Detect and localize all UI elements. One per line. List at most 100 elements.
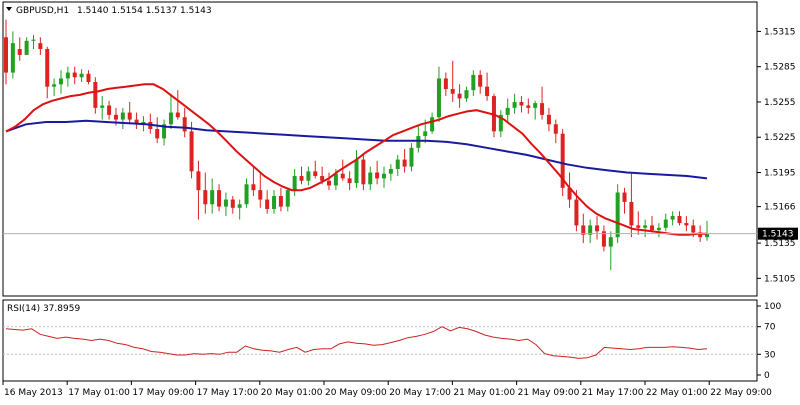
candle	[100, 96, 105, 120]
candle	[705, 220, 709, 241]
rsi-line-layer	[5, 326, 708, 359]
candle-body	[505, 107, 510, 115]
candle-body	[663, 219, 668, 228]
candle-body	[10, 43, 15, 73]
candle	[670, 211, 675, 226]
candle	[478, 70, 483, 94]
time-tick-label: 20 May 09:00	[325, 388, 387, 398]
candle	[155, 117, 160, 144]
candle-body	[677, 216, 682, 224]
candle	[601, 225, 606, 252]
candle-body	[4, 37, 8, 73]
candle-body	[258, 190, 263, 200]
price-y-axis: 1.5315 1.5285 1.5255 1.5225 1.5195 1.5166 1.51…	[757, 27, 796, 284]
candle-body	[155, 129, 160, 139]
candle-body	[189, 131, 194, 172]
candle-body	[567, 187, 572, 200]
candle-body	[210, 190, 215, 205]
candle	[588, 219, 593, 244]
candle	[10, 31, 15, 79]
candle-body	[285, 190, 290, 207]
candle-body	[72, 72, 77, 78]
candle	[416, 125, 421, 153]
candle-body	[519, 101, 524, 106]
price-tick-label: 1.5255	[764, 98, 796, 108]
candle-body	[120, 112, 125, 120]
candle	[251, 166, 256, 197]
candle-body	[237, 204, 242, 208]
price-tick-label: 1.5105	[764, 274, 796, 284]
candle-body	[278, 196, 283, 207]
candle-body	[601, 231, 606, 247]
candle-body	[430, 117, 435, 132]
time-x-axis: 16 May 2013 17 May 01:00 17 May 09:00 17 Ma…	[2, 381, 772, 398]
candle-body	[272, 196, 277, 209]
candle-body	[581, 225, 586, 235]
candle-body	[292, 176, 297, 191]
candle-body	[423, 131, 428, 137]
candle-body	[464, 90, 469, 99]
candle-body	[588, 225, 593, 235]
symbol-menu-icon[interactable]	[6, 7, 12, 11]
candle-body	[100, 105, 105, 108]
candle-body	[615, 192, 620, 238]
candle-body	[251, 184, 256, 191]
candle-body	[381, 173, 386, 179]
ma-slow-line	[5, 119, 708, 180]
candle-body	[347, 178, 352, 184]
candle-body	[265, 199, 270, 209]
candle-body	[79, 73, 84, 78]
candle	[278, 187, 283, 212]
candle	[175, 90, 180, 120]
candle	[354, 150, 359, 188]
candle	[663, 213, 668, 232]
candle	[299, 166, 304, 185]
candle	[196, 160, 201, 220]
candle-body	[223, 199, 228, 207]
candle-body	[375, 172, 380, 179]
price-tick-label: 1.5195	[764, 169, 796, 179]
rsi-tick-label: 100	[764, 302, 781, 312]
candle-body	[52, 84, 57, 87]
symbol-label: GBPUSD,H1	[16, 6, 69, 16]
candle	[450, 60, 455, 102]
candle-body	[512, 101, 517, 108]
candle-body	[691, 225, 696, 233]
candle	[223, 192, 228, 217]
candle-body	[650, 225, 655, 231]
candle-body	[478, 74, 483, 87]
candle	[629, 172, 634, 238]
candle	[485, 72, 490, 101]
candle	[643, 219, 648, 238]
candle	[388, 164, 393, 181]
rsi-y-axis: 100 70 30 0	[3, 302, 781, 381]
candle	[72, 66, 77, 85]
candle-body	[436, 78, 441, 118]
candle	[17, 37, 22, 61]
candle	[244, 178, 249, 208]
candle	[553, 119, 558, 144]
candle-body	[471, 74, 476, 91]
candle-body	[134, 119, 139, 125]
last-price-label: 1.5143	[762, 230, 794, 240]
candle	[313, 160, 318, 179]
time-tick-label: 22 May 01:00	[646, 388, 708, 398]
candle	[306, 166, 311, 186]
candle	[636, 211, 641, 235]
candle	[430, 112, 435, 134]
candle-body	[175, 112, 180, 118]
rsi-tick-label: 30	[764, 350, 776, 360]
candle	[512, 93, 517, 114]
candle	[340, 159, 345, 181]
time-tick-label: 16 May 2013	[4, 388, 63, 398]
candle	[546, 107, 551, 132]
candle	[540, 86, 545, 120]
candle-body	[409, 147, 414, 167]
candle-body	[65, 72, 70, 79]
rsi-panel-frame	[2, 299, 758, 382]
candle-body	[498, 114, 503, 132]
candle	[443, 72, 448, 97]
price-tick-label: 1.5225	[764, 133, 796, 143]
